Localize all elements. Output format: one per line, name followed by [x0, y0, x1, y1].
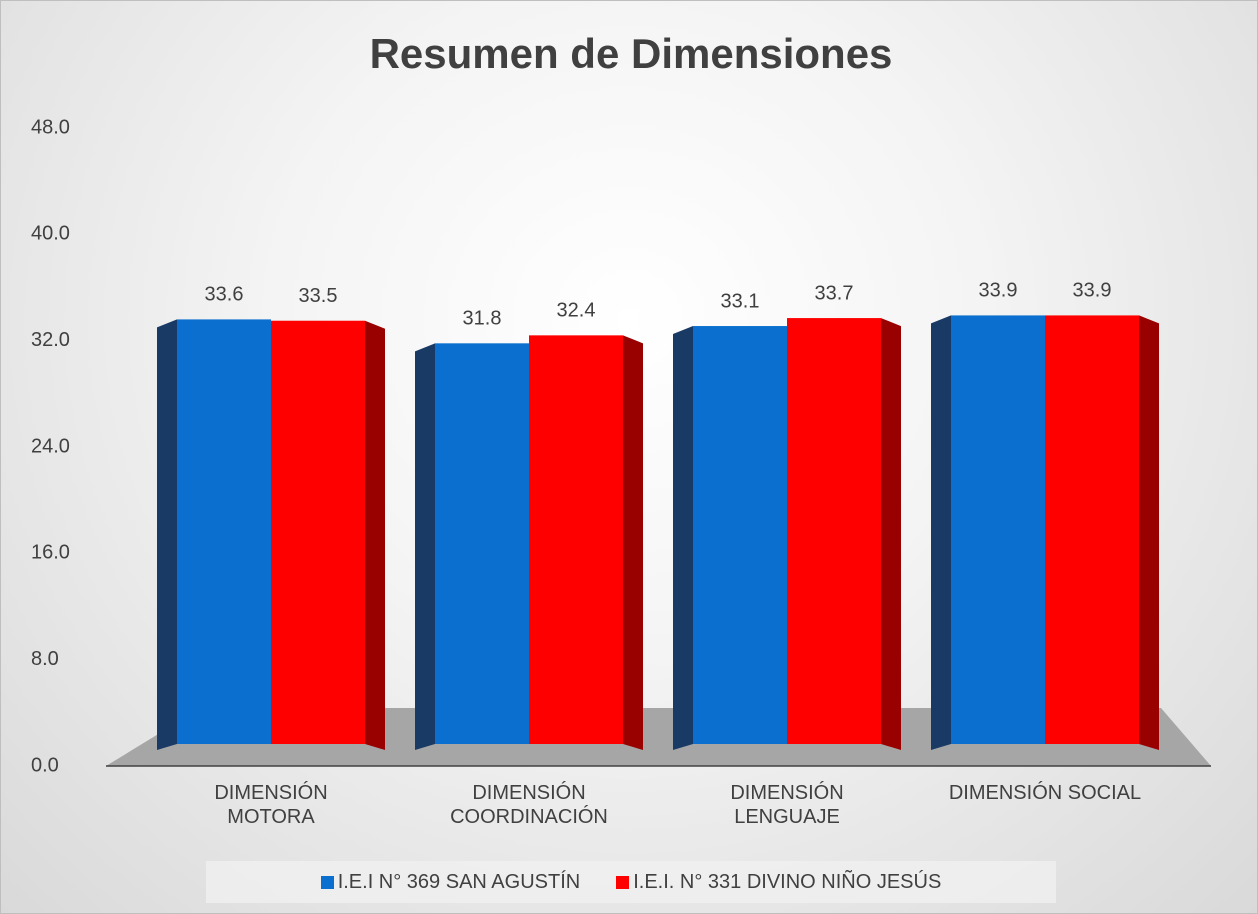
- bar: [787, 318, 881, 744]
- y-tick-label: 8.0: [31, 648, 59, 670]
- chart-title: Resumen de Dimensiones: [370, 30, 893, 77]
- bar: [529, 335, 623, 744]
- legend-swatch: [616, 875, 630, 889]
- y-tick-label: 48.0: [31, 116, 70, 138]
- bar-side: [931, 315, 951, 750]
- legend-label: I.E.I N° 369 SAN AGUSTÍN: [337, 870, 581, 893]
- data-label: 33.1: [721, 290, 760, 312]
- bar-side: [1139, 315, 1159, 750]
- legend-item: I.E.I. N° 331 DIVINO NIÑO JESÚS: [616, 871, 941, 894]
- data-label: 33.9: [1073, 280, 1112, 302]
- data-label: 33.6: [205, 284, 244, 306]
- x-tick-label: DIMENSIÓN SOCIAL: [948, 782, 1142, 804]
- y-tick-label: 40.0: [31, 223, 70, 245]
- legend-label: I.E.I. N° 331 DIVINO NIÑO JESÚS: [633, 870, 942, 893]
- y-tick-label: 16.0: [31, 542, 70, 564]
- y-tick-label: 0.0: [31, 754, 59, 776]
- y-tick-label: 32.0: [31, 329, 70, 351]
- bar: [1045, 315, 1139, 744]
- bar-side: [157, 319, 177, 750]
- y-tick-label: 24.0: [31, 435, 70, 457]
- bar: [435, 343, 529, 744]
- bar-side: [365, 320, 385, 750]
- legend: I.E.I N° 369 SAN AGUSTÍN I.E.I. N° 331 DI…: [206, 861, 1056, 903]
- data-label: 31.8: [463, 308, 502, 330]
- data-label: 32.4: [557, 300, 596, 322]
- legend-swatch: [320, 875, 334, 889]
- data-label: 33.7: [815, 282, 854, 304]
- bar: [271, 320, 365, 744]
- legend-item: I.E.I N° 369 SAN AGUSTÍN: [320, 870, 581, 894]
- x-tick-label: DIMENSIÓN LENGUAJE: [730, 782, 844, 828]
- bar-side: [881, 318, 901, 750]
- data-label: 33.9: [979, 280, 1018, 302]
- bar-side: [415, 343, 435, 750]
- bar: [177, 319, 271, 744]
- bar-side: [673, 326, 693, 750]
- bar-side: [623, 335, 643, 750]
- bar: [951, 315, 1045, 744]
- x-tick-label: DIMENSIÓN MOTORA: [214, 782, 328, 828]
- bar: [693, 326, 787, 744]
- x-tick-label: DIMENSIÓN COORDINACIÓN: [450, 782, 608, 828]
- data-label: 33.5: [299, 285, 338, 307]
